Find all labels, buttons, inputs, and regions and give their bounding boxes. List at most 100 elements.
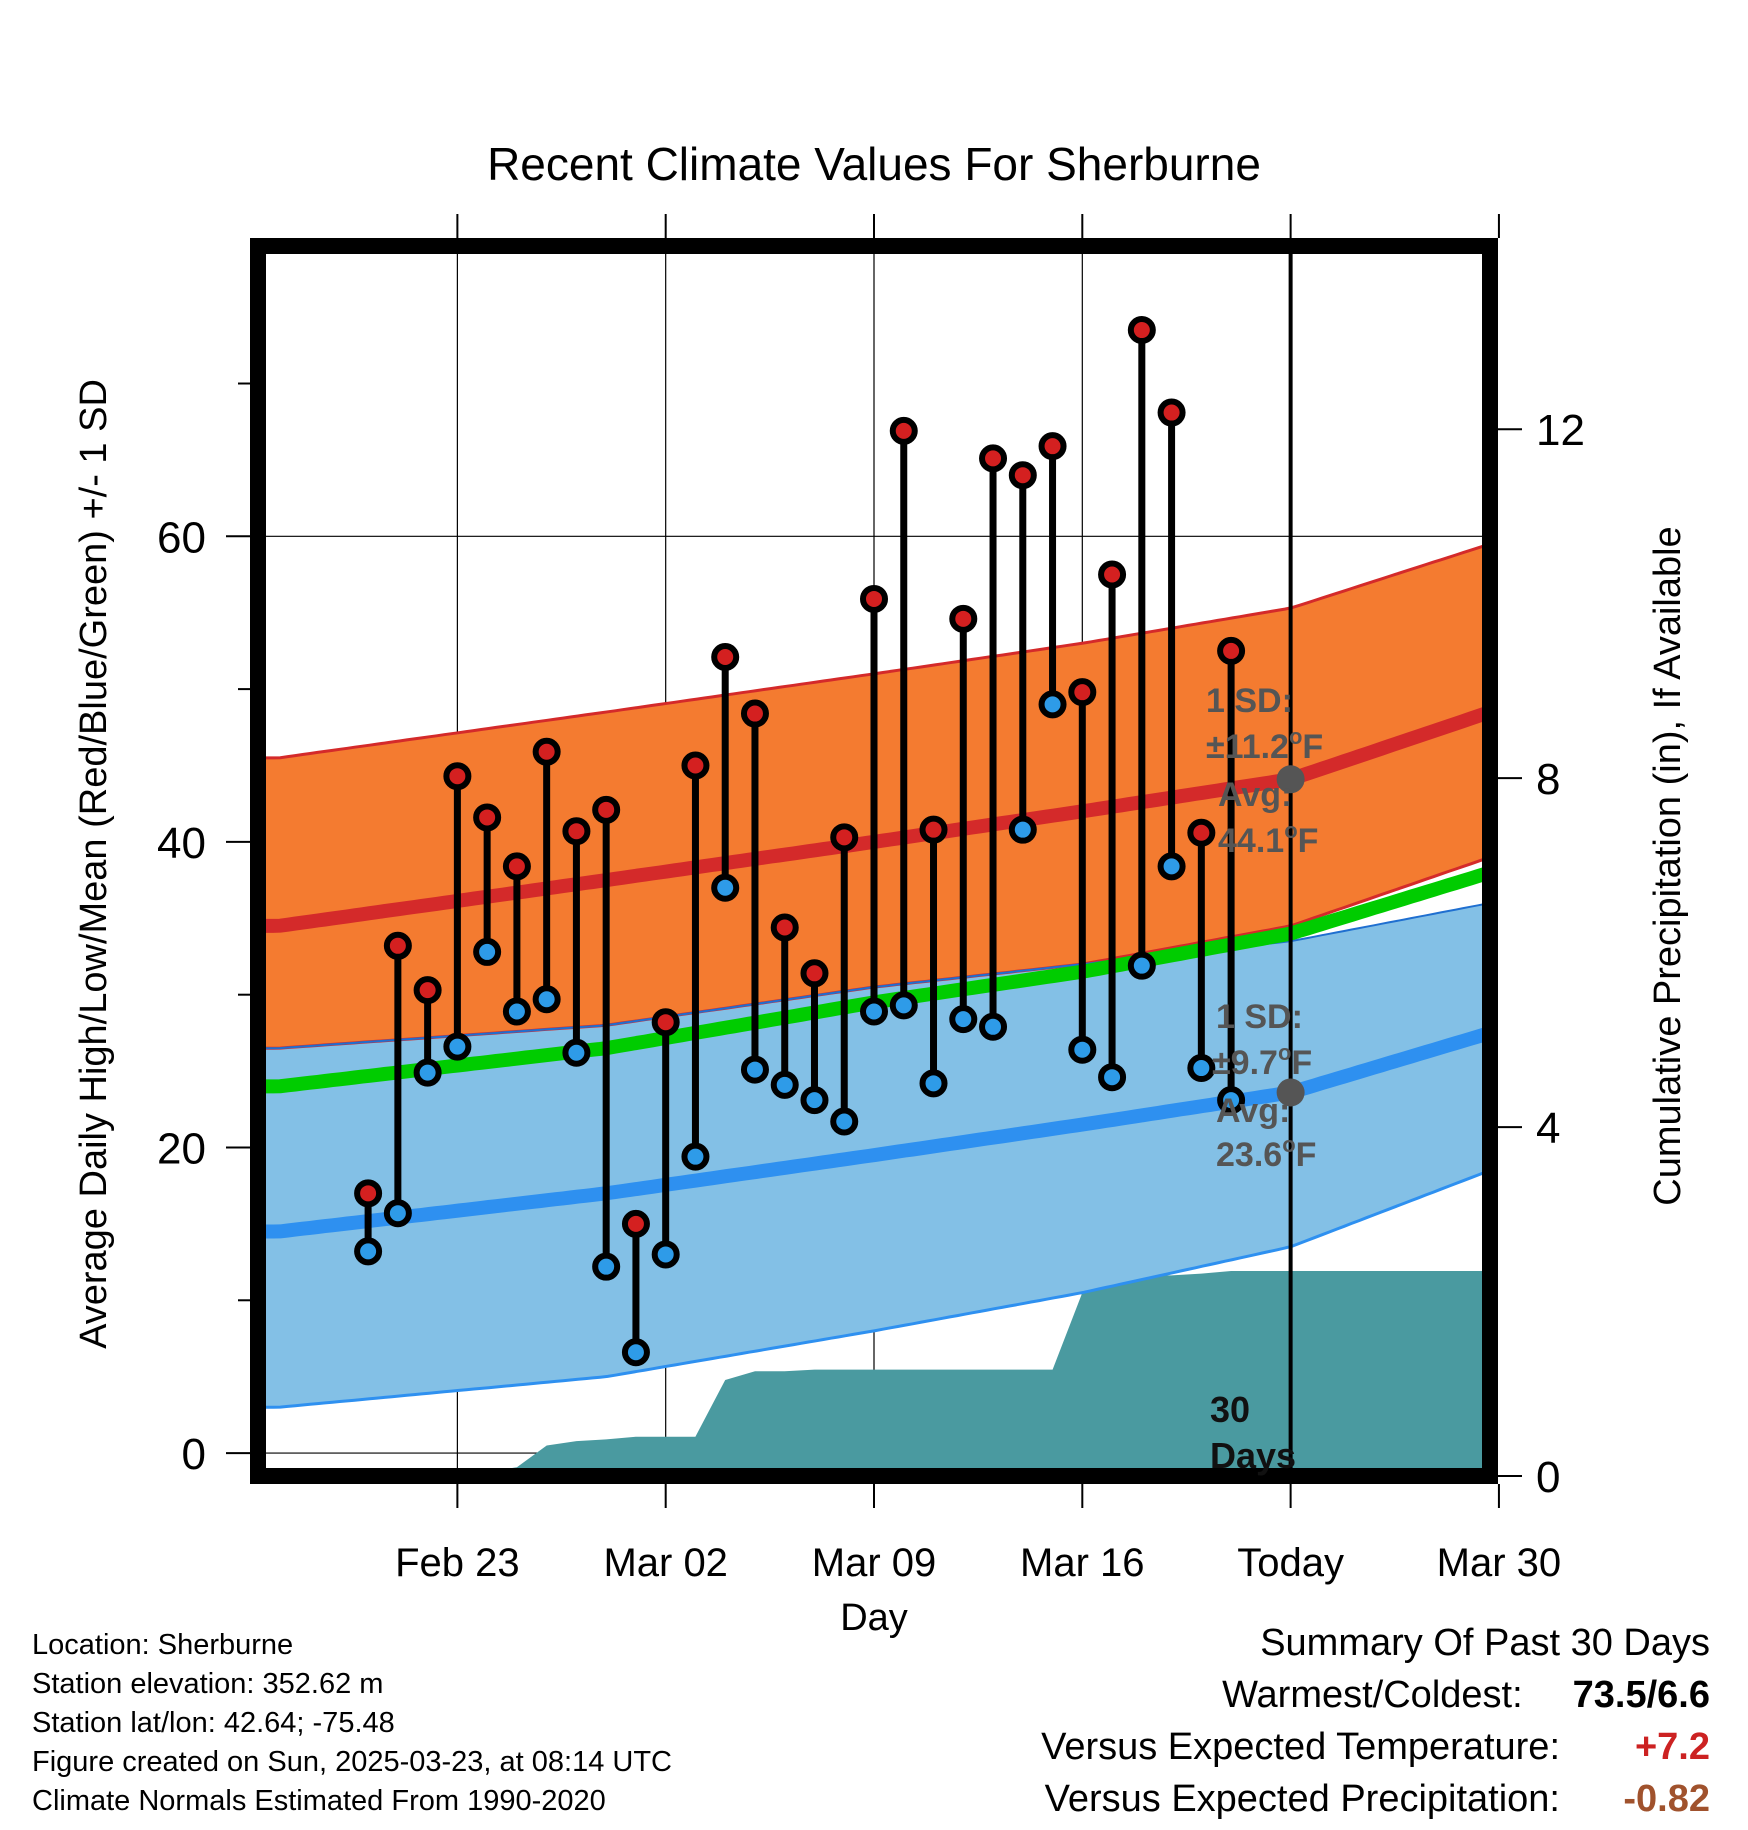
y2-tick-label: 8 (1536, 755, 1560, 804)
precipitation-area (278, 1271, 1490, 1476)
low-temp-marker (1127, 951, 1156, 980)
low-temp-marker (949, 1005, 978, 1034)
high-temp-marker (800, 959, 829, 988)
high-temp-marker (651, 1008, 680, 1037)
low-temp-marker (711, 873, 740, 902)
high-temp-marker (443, 762, 472, 791)
high-temp-marker (562, 817, 591, 846)
precip-departure-label: Versus Expected Precipitation: (1044, 1778, 1560, 1820)
low-temp-marker (830, 1107, 859, 1136)
low-temp-marker (502, 997, 531, 1026)
high-temp-marker (830, 823, 859, 852)
high-temp-marker (383, 931, 412, 960)
high-sd-value: ±11.2oF (1206, 724, 1323, 766)
x-tick-label: Feb 23 (395, 1541, 520, 1585)
warm-cold-value: 73.5/6.6 (1572, 1674, 1710, 1716)
normals-text: Climate Normals Estimated From 1990-2020 (32, 1785, 606, 1817)
y2-tick-label: 12 (1536, 406, 1585, 455)
low-temp-marker (413, 1058, 442, 1087)
low-sd-value: ±9.7oF (1212, 1040, 1312, 1082)
low-temp-marker (740, 1055, 769, 1084)
low-temp-marker (1008, 815, 1037, 844)
high-temp-marker (1127, 316, 1156, 345)
low-temp-marker (681, 1142, 710, 1171)
observations (354, 316, 1246, 1367)
today-low-avg-marker (1276, 1078, 1305, 1107)
y-tick-label: 20 (157, 1124, 206, 1173)
high-temp-marker (711, 643, 740, 672)
station-info: Location: Sherburne Station elevation: 3… (32, 1626, 672, 1821)
high-temp-marker (740, 699, 769, 728)
created-text: Figure created on Sun, 2025-03-23, at 08… (32, 1746, 672, 1778)
x-tick-label: Mar 16 (1020, 1541, 1145, 1585)
temp-departure-label: Versus Expected Temperature: (1041, 1726, 1560, 1768)
y-tick-label: 40 (157, 819, 206, 868)
days-label-number: 30 (1210, 1389, 1250, 1430)
low-temp-marker (532, 985, 561, 1014)
latlon-text: Station lat/lon: 42.64; -75.48 (32, 1707, 395, 1739)
days-label-word: Days (1210, 1435, 1296, 1476)
high-normal-annotation: 1 SD: ±11.2oF Avg: 44.1oF (1206, 682, 1323, 860)
high-avg-title: Avg: (1218, 776, 1292, 814)
high-temp-marker (621, 1209, 650, 1238)
low-temp-marker (443, 1032, 472, 1061)
low-temp-marker (383, 1199, 412, 1228)
low-temp-marker (860, 997, 888, 1026)
low-temp-marker (562, 1038, 591, 1067)
y2-tick-label: 0 (1536, 1453, 1560, 1502)
warm-cold-label: Warmest/Coldest: (1222, 1674, 1523, 1716)
chart-title: Recent Climate Values For Sherburne (487, 138, 1261, 190)
high-temp-marker (354, 1179, 383, 1208)
low-temp-marker (770, 1070, 799, 1099)
high-temp-marker (502, 852, 531, 881)
low-temp-marker (1038, 690, 1067, 719)
today-high-avg-marker (1276, 765, 1305, 794)
high-temp-marker (413, 976, 442, 1005)
high-temp-marker (473, 803, 502, 832)
high-temp-marker (592, 795, 621, 824)
high-temp-marker (1217, 636, 1246, 665)
low-temp-marker (354, 1237, 383, 1266)
low-temp-marker (1187, 1054, 1216, 1083)
low-temp-marker (919, 1069, 948, 1098)
low-temp-marker (1098, 1063, 1127, 1092)
high-temp-marker (919, 815, 948, 844)
high-sd-title: 1 SD: (1206, 682, 1293, 720)
low-sd-lower-edge (258, 1170, 1487, 1409)
high-temp-marker (681, 751, 710, 780)
high-temp-marker (1068, 678, 1097, 707)
x-axis-label: Day (840, 1597, 908, 1639)
low-normal-annotation: 1 SD: ±9.7oF Avg: 23.6oF (1212, 998, 1316, 1174)
low-sd-title: 1 SD: (1216, 998, 1303, 1036)
high-temp-marker (1187, 818, 1216, 847)
low-temp-marker (592, 1252, 621, 1281)
precip-departure-value: -0.82 (1623, 1778, 1710, 1820)
low-temp-marker (889, 991, 918, 1020)
high-temp-marker (860, 584, 888, 613)
low-avg-value: 23.6oF (1216, 1132, 1316, 1174)
high-temp-marker (979, 444, 1008, 473)
x-tick-label: Mar 09 (812, 1541, 937, 1585)
high-temp-marker (770, 913, 799, 942)
plot-frame (250, 238, 1498, 1484)
summary-panel: Summary Of Past 30 Days Warmest/Coldest:… (1041, 1622, 1710, 1830)
x-tick-label: Mar 30 (1437, 1541, 1562, 1585)
temp-departure-value: +7.2 (1634, 1726, 1710, 1768)
high-temp-marker (1008, 461, 1037, 490)
high-temp-marker (889, 416, 918, 445)
low-avg-title: Avg: (1216, 1092, 1290, 1130)
high-temp-marker (1098, 560, 1127, 589)
summary-title: Summary Of Past 30 Days (1260, 1622, 1710, 1664)
x-tick-label: Mar 02 (603, 1541, 728, 1585)
low-temp-marker (621, 1338, 650, 1367)
high-temp-marker (532, 737, 561, 766)
high-temp-marker (1157, 398, 1186, 427)
high-avg-value: 44.1oF (1218, 818, 1318, 860)
low-temp-marker (473, 937, 502, 966)
elevation-text: Station elevation: 352.62 m (32, 1668, 384, 1700)
low-temp-marker (1157, 852, 1186, 881)
location-text: Location: Sherburne (32, 1629, 294, 1661)
y-tick-label: 60 (157, 513, 206, 562)
y2-tick-label: 4 (1536, 1104, 1560, 1153)
